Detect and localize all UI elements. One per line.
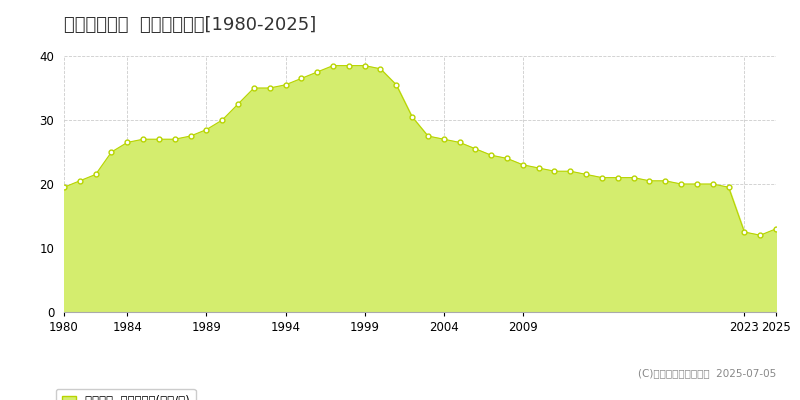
Text: (C)土地価格ドットコム  2025-07-05: (C)土地価格ドットコム 2025-07-05	[638, 368, 776, 378]
Legend: 公示地価  平均坊単価(万円/坊): 公示地価 平均坊単価(万円/坊)	[56, 389, 196, 400]
Text: 鴥取市立川町  公示地価推移[1980-2025]: 鴥取市立川町 公示地価推移[1980-2025]	[64, 16, 316, 34]
